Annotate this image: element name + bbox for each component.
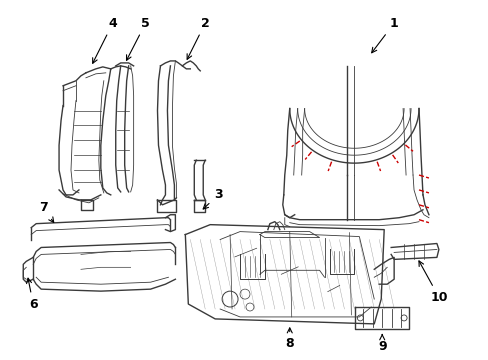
Text: 6: 6 — [26, 278, 38, 311]
Text: 2: 2 — [187, 17, 209, 59]
Text: 10: 10 — [418, 261, 447, 303]
Text: 3: 3 — [203, 188, 222, 209]
Text: 8: 8 — [285, 328, 293, 350]
Text: 5: 5 — [126, 17, 150, 60]
Text: 9: 9 — [377, 334, 386, 353]
Text: 4: 4 — [93, 17, 117, 63]
Text: 7: 7 — [39, 201, 54, 222]
Text: 1: 1 — [371, 17, 398, 53]
